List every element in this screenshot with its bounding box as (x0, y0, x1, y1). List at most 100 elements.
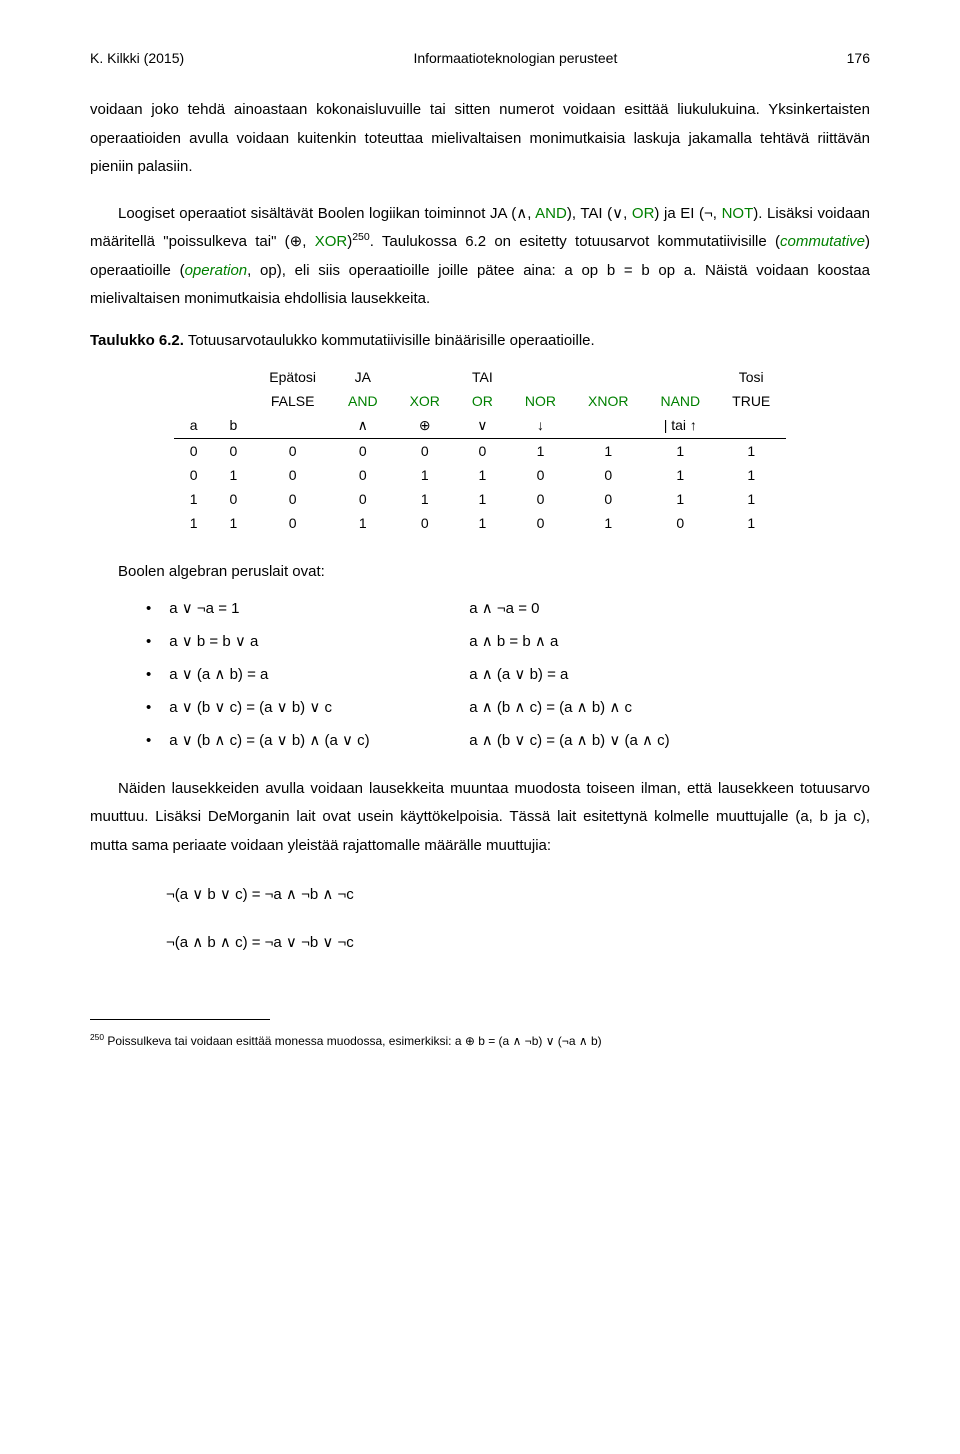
table-cell: 1 (716, 511, 786, 535)
table-header-cell: a (174, 413, 214, 439)
table-header-row-3: ab ∧⊕∨↓ | tai ↑ (174, 413, 787, 439)
table-cell: 0 (394, 438, 456, 463)
table-header-cell (716, 413, 786, 439)
table-caption: Taulukko 6.2. Totuusarvotaulukko kommuta… (90, 332, 870, 349)
table-cell: 1 (644, 463, 716, 487)
table-cell: 1 (214, 511, 254, 535)
table-cell: 0 (456, 438, 509, 463)
table-cell: 0 (509, 463, 572, 487)
table-cell: 1 (572, 511, 644, 535)
table-header-cell: ∧ (332, 413, 394, 439)
table-cell: 0 (394, 511, 456, 535)
table-cell: 0 (572, 463, 644, 487)
table-header-cell: AND (332, 389, 394, 413)
law-right: a ∧ b = b ∧ a (469, 625, 870, 658)
laws-intro: Boolen algebran peruslait ovat: (90, 563, 870, 580)
table-header-cell: NOR (509, 389, 572, 413)
table-header-cell: ⊕ (394, 413, 456, 439)
law-right: a ∧ (b ∨ c) = (a ∧ b) ∨ (a ∧ c) (469, 724, 870, 757)
table-header-cell: XOR (394, 389, 456, 413)
table-cell: 1 (456, 487, 509, 511)
table-cell: 0 (509, 487, 572, 511)
table-cell: 0 (332, 487, 394, 511)
table-cell: 1 (332, 511, 394, 535)
table-cell: 0 (174, 438, 214, 463)
law-item: a ∨ (b ∧ c) = (a ∨ b) ∧ (a ∨ c)a ∧ (b ∨ … (90, 724, 870, 757)
term-commutative: commutative (780, 233, 865, 250)
table-header-cell (214, 365, 254, 389)
term-or: OR (632, 205, 655, 222)
table-header-cell (174, 365, 214, 389)
table-cell: 0 (332, 438, 394, 463)
table-cell: 0 (253, 438, 332, 463)
table-cell: 0 (253, 511, 332, 535)
table-header-row-1: EpätosiJATAITosi (174, 365, 787, 389)
table-header-cell: FALSE (253, 389, 332, 413)
table-cell: 1 (716, 487, 786, 511)
truth-table: EpätosiJATAITosi FALSEANDXORORNORXNORNAN… (174, 365, 787, 535)
table-cell: 1 (716, 438, 786, 463)
law-left: a ∨ ¬a = 1 (169, 592, 469, 625)
table-cell: 1 (174, 511, 214, 535)
footnote-text: Poissulkeva tai voidaan esittää monessa … (104, 1034, 602, 1048)
table-header-row-2: FALSEANDXORORNORXNORNANDTRUE (174, 389, 787, 413)
table-body: 0000001111010011001110001100111101010101 (174, 438, 787, 535)
table-row: 0100110011 (174, 463, 787, 487)
law-right: a ∧ (b ∧ c) = (a ∧ b) ∧ c (469, 691, 870, 724)
footnote-rule (90, 1019, 270, 1020)
table-cell: 0 (509, 511, 572, 535)
law-item: a ∨ (b ∨ c) = (a ∨ b) ∨ ca ∧ (b ∧ c) = (… (90, 691, 870, 724)
header-center: Informaatioteknologian perusteet (413, 50, 617, 66)
laws-list: a ∨ ¬a = 1a ∧ ¬a = 0a ∨ b = b ∨ aa ∧ b =… (90, 592, 870, 757)
law-left: a ∨ (b ∨ c) = (a ∨ b) ∨ c (169, 691, 469, 724)
law-item: a ∨ b = b ∨ aa ∧ b = b ∧ a (90, 625, 870, 658)
table-cell: 1 (174, 487, 214, 511)
law-item: a ∨ (a ∧ b) = aa ∧ (a ∨ b) = a (90, 658, 870, 691)
table-cell: 1 (456, 511, 509, 535)
table-cell: 0 (572, 487, 644, 511)
table-row: 1000110011 (174, 487, 787, 511)
table-header-cell: b (214, 413, 254, 439)
table-title: Totuusarvotaulukko kommutatiivisille bin… (184, 332, 595, 349)
table-header-cell: NAND (644, 389, 716, 413)
table-header-cell (572, 413, 644, 439)
paragraph-3: Näiden lausekkeiden avulla voidaan lause… (90, 775, 870, 861)
table-cell: 0 (253, 463, 332, 487)
table-cell: 1 (716, 463, 786, 487)
term-operation: operation (185, 262, 248, 279)
table-row: 0000001111 (174, 438, 787, 463)
table-header-cell (253, 413, 332, 439)
law-right: a ∧ (a ∨ b) = a (469, 658, 870, 691)
table-header-cell (214, 389, 254, 413)
table-header-cell: Tosi (716, 365, 786, 389)
table-head: EpätosiJATAITosi FALSEANDXORORNORXNORNAN… (174, 365, 787, 439)
table-cell: 0 (214, 438, 254, 463)
table-row: 1101010101 (174, 511, 787, 535)
table-cell: 0 (253, 487, 332, 511)
table-header-cell: TAI (456, 365, 509, 389)
page: K. Kilkki (2015) Informaatioteknologian … (0, 0, 960, 1092)
page-header: K. Kilkki (2015) Informaatioteknologian … (90, 50, 870, 66)
table-header-cell: XNOR (572, 389, 644, 413)
term-not: NOT (722, 205, 754, 222)
table-header-cell: ↓ (509, 413, 572, 439)
header-left: K. Kilkki (2015) (90, 50, 184, 66)
law-item: a ∨ ¬a = 1a ∧ ¬a = 0 (90, 592, 870, 625)
table-cell: 1 (644, 487, 716, 511)
law-right: a ∧ ¬a = 0 (469, 592, 870, 625)
paragraph-2: Loogiset operaatiot sisältävät Boolen lo… (90, 200, 870, 314)
table-header-cell (509, 365, 572, 389)
paragraph-1: voidaan joko tehdä ainoastaan kokonaislu… (90, 96, 870, 182)
table-header-cell: Epätosi (253, 365, 332, 389)
table-header-cell: ∨ (456, 413, 509, 439)
demorgan-2: ¬(a ∧ b ∧ c) = ¬a ∨ ¬b ∨ ¬c (90, 926, 870, 959)
table-cell: 0 (214, 487, 254, 511)
footnote-ref: 250 (352, 231, 370, 243)
demorgan-1: ¬(a ∨ b ∨ c) = ¬a ∧ ¬b ∧ ¬c (90, 878, 870, 911)
table-cell: 1 (572, 438, 644, 463)
table-cell: 1 (214, 463, 254, 487)
table-cell: 1 (644, 438, 716, 463)
footnote: 250 Poissulkeva tai voidaan esittää mone… (90, 1032, 870, 1050)
law-left: a ∨ (b ∧ c) = (a ∨ b) ∧ (a ∨ c) (169, 724, 469, 757)
table-header-cell: | tai ↑ (644, 413, 716, 439)
